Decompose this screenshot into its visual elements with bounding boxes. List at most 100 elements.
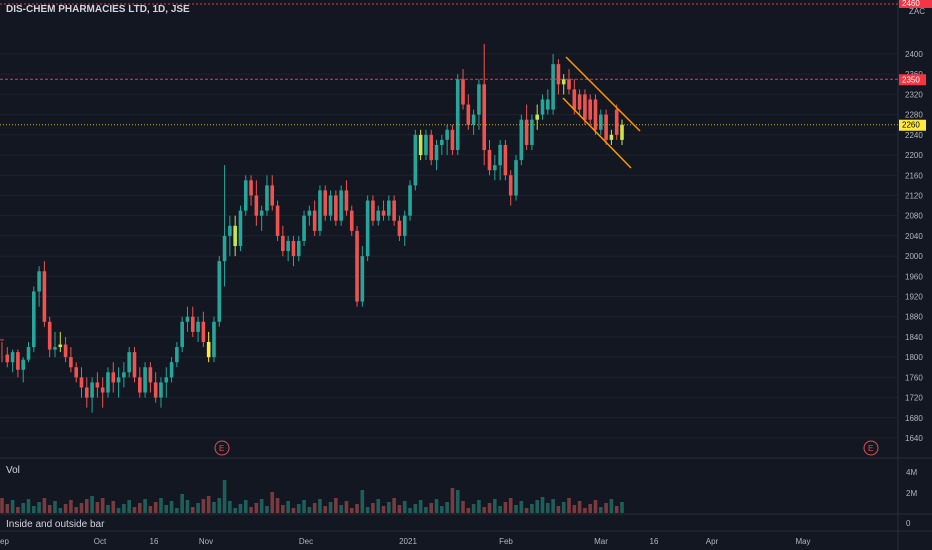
candle xyxy=(339,185,343,226)
volume-bar xyxy=(572,505,577,513)
candle-body xyxy=(296,240,301,257)
candle xyxy=(445,124,449,156)
candle xyxy=(106,367,110,398)
volume-bar xyxy=(228,501,232,513)
candle-body xyxy=(387,200,391,216)
candle xyxy=(159,377,163,408)
candle-body xyxy=(323,190,328,216)
volume-bar xyxy=(593,500,598,513)
candle-body xyxy=(365,200,370,257)
candle-body xyxy=(402,215,407,236)
candle-body xyxy=(74,367,78,378)
time-axis-label: Mar xyxy=(594,537,608,546)
top-price-marker-text: 2460 xyxy=(902,0,920,8)
volume-bar xyxy=(424,507,428,513)
volume-bar xyxy=(153,502,158,513)
candle xyxy=(196,316,200,342)
candle xyxy=(111,362,116,393)
volume-bar xyxy=(137,503,142,513)
volume-label[interactable]: Vol xyxy=(6,465,20,476)
candle-body xyxy=(535,114,540,120)
volume-bar xyxy=(143,499,147,513)
candle-body xyxy=(561,79,566,85)
candle-body xyxy=(493,165,497,171)
candle xyxy=(355,225,359,307)
candle xyxy=(593,94,598,135)
candle-body xyxy=(106,372,110,393)
candle-body xyxy=(127,352,131,373)
candle xyxy=(429,129,434,166)
volume-bar xyxy=(583,508,587,513)
volume-bar xyxy=(95,502,100,513)
candle-body xyxy=(307,210,312,216)
candle xyxy=(95,372,100,398)
earnings-marker[interactable]: E xyxy=(214,440,230,456)
candle-body xyxy=(519,119,524,161)
volume-bar xyxy=(556,506,561,513)
candle xyxy=(508,170,513,206)
candle xyxy=(249,175,253,206)
candle-body xyxy=(593,99,598,130)
candle xyxy=(164,367,169,398)
candle xyxy=(100,377,105,408)
candle-body xyxy=(530,119,534,145)
candle-body xyxy=(334,195,338,221)
volume-bar xyxy=(58,508,63,513)
candle-body xyxy=(434,144,439,161)
price-tick-label: 1920 xyxy=(905,293,923,302)
volume-bar xyxy=(344,501,349,513)
top-price-marker-bg xyxy=(899,0,932,8)
candle-body xyxy=(265,185,269,211)
volume-bar xyxy=(148,506,153,513)
candle-body xyxy=(233,225,237,246)
indicator-label[interactable]: Inside and outside bar xyxy=(6,519,105,530)
candle-body xyxy=(567,79,571,90)
candle xyxy=(540,94,545,120)
candle-body xyxy=(381,210,386,216)
candle xyxy=(79,367,84,398)
candle-body xyxy=(540,99,545,115)
candle xyxy=(275,200,280,241)
candle-body xyxy=(477,84,481,115)
candle-body xyxy=(514,160,518,196)
resistance-price-bg xyxy=(899,74,926,86)
candle xyxy=(16,349,20,378)
candlesticks xyxy=(0,43,624,413)
candle xyxy=(63,336,68,363)
candle-body xyxy=(355,230,359,302)
candle xyxy=(392,195,396,226)
volume-bar xyxy=(477,500,481,513)
candle-body xyxy=(222,235,227,262)
candle-body xyxy=(440,139,444,145)
candle xyxy=(26,342,31,363)
candle-body xyxy=(450,129,455,150)
candle xyxy=(482,43,487,166)
candle-body xyxy=(16,352,20,370)
candle xyxy=(148,362,153,393)
volume-bar xyxy=(47,505,52,513)
earnings-marker[interactable]: E xyxy=(863,440,879,456)
candle-body xyxy=(371,200,375,221)
volume-bar xyxy=(614,506,619,513)
volume-bar xyxy=(122,504,126,513)
volume-bar xyxy=(546,503,550,513)
symbol-title[interactable]: DIS-CHEM PHARMACIES LTD, 1D, JSE xyxy=(6,4,190,15)
channel-upper-line[interactable] xyxy=(565,56,641,132)
candle xyxy=(450,124,455,156)
time-axis-label: ep xyxy=(0,537,9,546)
volume-bar xyxy=(609,499,614,513)
candle xyxy=(53,331,57,358)
candle xyxy=(408,180,412,221)
candle-body xyxy=(100,387,105,393)
candle-body xyxy=(137,377,142,393)
channel-lower-line[interactable] xyxy=(562,97,632,169)
secondary-axis-label: 0 xyxy=(906,519,911,528)
volume-bar xyxy=(339,505,343,513)
candle xyxy=(614,104,619,140)
volume-bar xyxy=(567,498,571,513)
candle-body xyxy=(429,134,434,161)
time-axis-label: 2021 xyxy=(399,537,417,546)
candle xyxy=(122,362,126,388)
volume-bar xyxy=(530,504,534,513)
